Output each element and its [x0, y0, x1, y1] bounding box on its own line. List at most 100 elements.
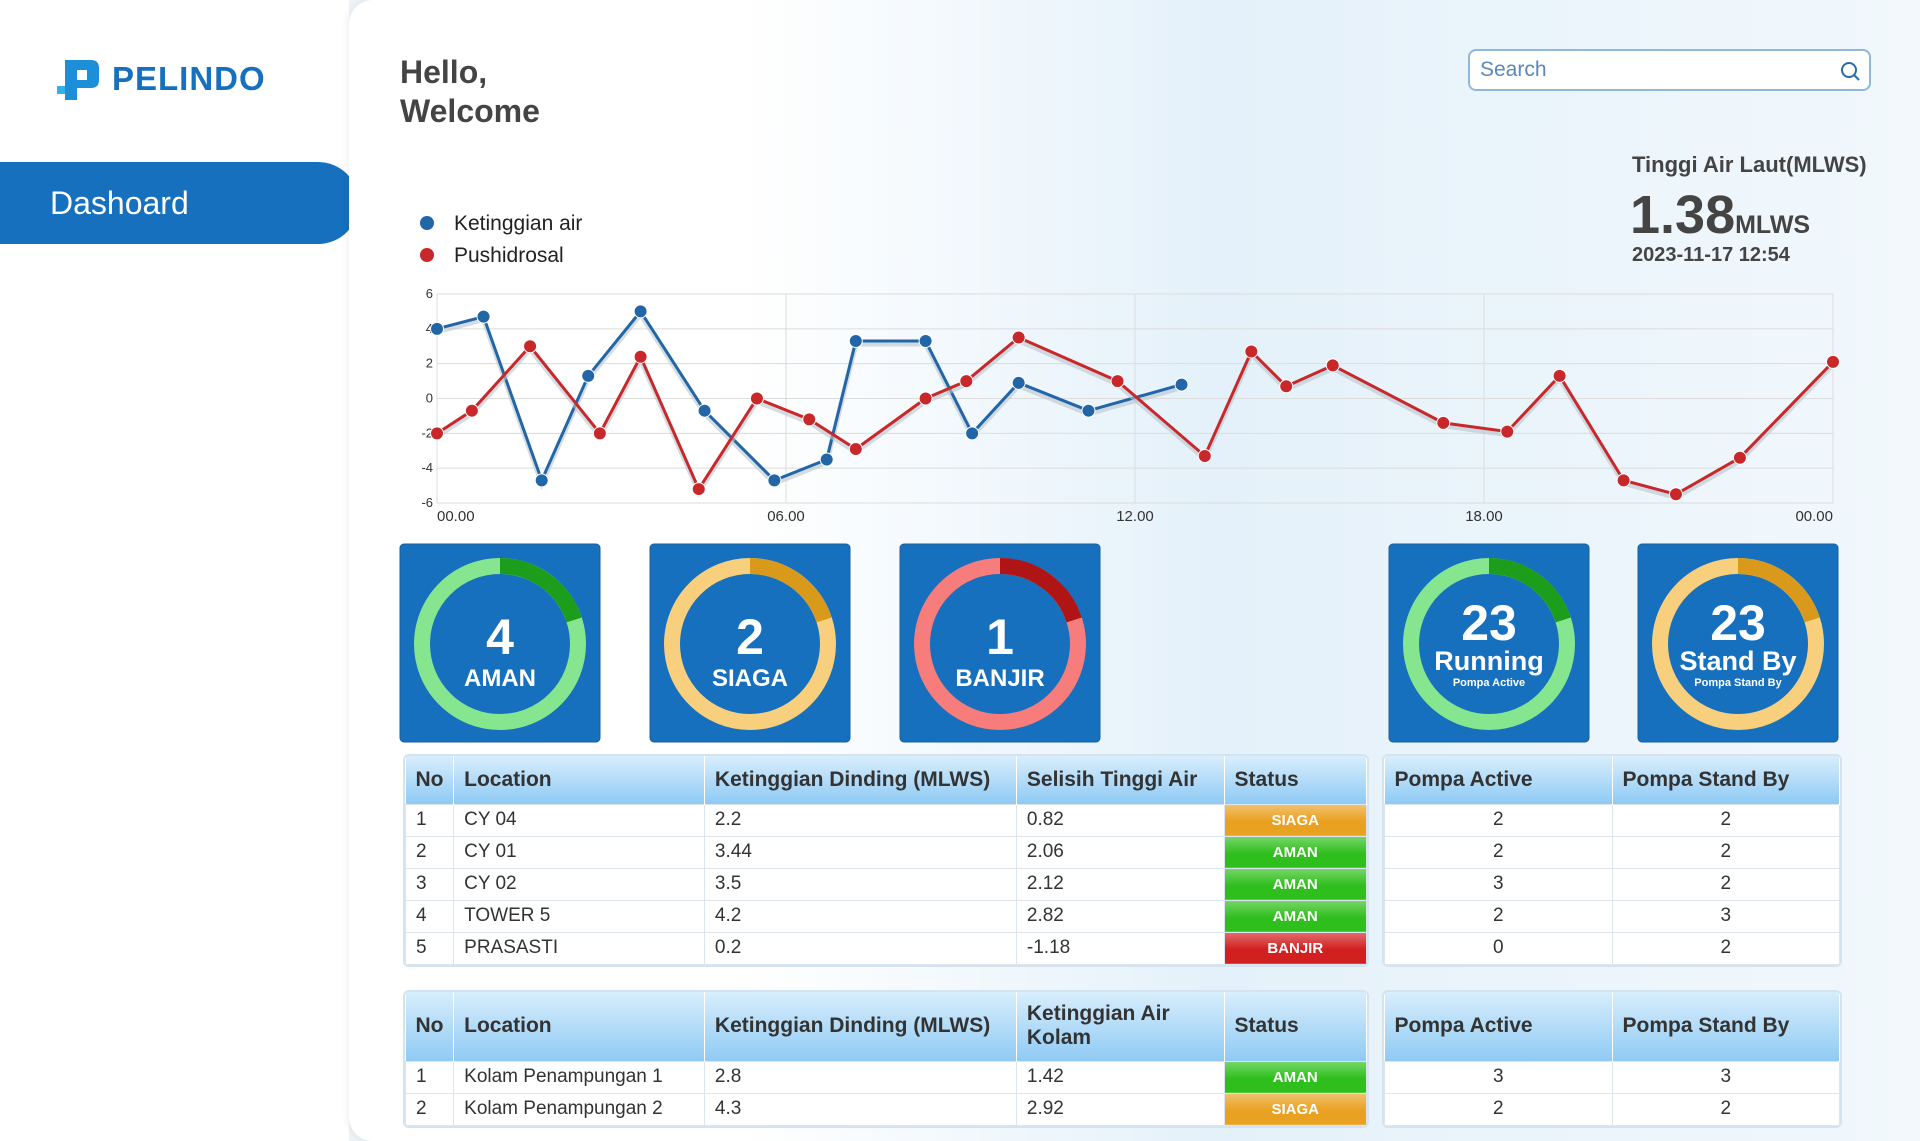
y-tick-label: -4 — [421, 460, 433, 475]
data-point — [1325, 358, 1340, 373]
data-point — [464, 403, 479, 418]
header-row: Pompa Active Pompa Stand By — [1384, 992, 1840, 1061]
y-tick-label: 0 — [426, 391, 433, 406]
data-point — [918, 334, 933, 349]
data-point — [1668, 487, 1683, 502]
data-point — [1081, 403, 1096, 418]
x-tick-label: 18.00 — [1465, 508, 1503, 525]
table: No Location Ketinggian Dinding (MLWS) Selis… — [405, 756, 1367, 965]
greeting: Hello, — [400, 54, 488, 90]
x-tick-label: 00.00 — [1795, 508, 1833, 525]
table-cell: 2 — [1611, 1092, 1840, 1126]
table-cell: 2 — [405, 1092, 455, 1126]
table-row: 4 TOWER 5 4.2 2.82 AMAN — [405, 899, 1367, 933]
tide-value: 1.38 — [1630, 185, 1736, 245]
data-point — [1011, 330, 1026, 345]
series-line — [436, 335, 1835, 496]
data-point — [749, 391, 764, 406]
sidebar: PELINDO Dashoard — [0, 0, 359, 1141]
x-tick-label: 12.00 — [1116, 508, 1154, 525]
table-cell: 5 — [405, 931, 455, 965]
data-point — [1279, 379, 1294, 394]
column-header: Location — [453, 992, 705, 1061]
table-cell: 2 — [1611, 803, 1840, 837]
table-cell: 3.44 — [703, 835, 1017, 869]
legend-marker — [420, 248, 434, 262]
legend-label: Ketinggian air — [454, 212, 582, 235]
gauge-accent — [414, 558, 586, 730]
table-cell: 2 — [1384, 899, 1613, 933]
table-cell: 2 — [1384, 835, 1613, 869]
table-cell: Kolam Penampungan 1 — [453, 1060, 705, 1094]
search-placeholder: Search — [1480, 58, 1547, 81]
data-point — [918, 391, 933, 406]
gauge-sublabel: Pompa Stand By — [1694, 677, 1782, 689]
table-cell: -1.18 — [1015, 931, 1225, 965]
y-tick-label: -2 — [421, 425, 433, 440]
table-cell: 4.2 — [703, 899, 1017, 933]
data-point — [1826, 354, 1840, 369]
table: Pompa Active Pompa Stand By 2 2 2 2 3 2 2 3 0 2 — [1384, 756, 1840, 965]
column-header: Pompa Active — [1384, 756, 1613, 804]
gauge-value: 2 — [736, 609, 764, 665]
table-row: 2 CY 01 3.44 2.06 AMAN — [405, 835, 1367, 869]
data-point — [1552, 368, 1567, 383]
column-header: Pompa Active — [1384, 992, 1613, 1061]
status-badge: AMAN — [1223, 1060, 1367, 1094]
pond-table: No Location Ketinggian Dinding (MLWS) Ketin… — [403, 990, 1369, 1128]
data-point — [802, 412, 817, 427]
table-cell: 3 — [1384, 867, 1613, 901]
table-cell: 4 — [405, 899, 455, 933]
status-badge: AMAN — [1223, 835, 1367, 869]
column-header: No — [405, 992, 455, 1061]
table-cell: PRASASTI — [453, 931, 705, 965]
nav-item[interactable]: Dashoard — [0, 162, 359, 244]
data-point — [1500, 424, 1515, 439]
y-tick-label: 2 — [426, 356, 433, 371]
gauge-accent — [664, 558, 836, 730]
data-point — [1436, 415, 1451, 430]
table-cell: CY 02 — [453, 867, 705, 901]
column-header: Ketinggian Dinding (MLWS) — [704, 756, 1017, 804]
pump-table: Pompa Active Pompa Stand By 2 2 2 2 3 2 2 3 0 2 — [1382, 754, 1842, 967]
logo: PELINDO — [57, 60, 265, 100]
data-point — [633, 304, 648, 319]
table-cell: 2.8 — [703, 1060, 1017, 1094]
gauge-label: Running — [1434, 646, 1543, 676]
table-cell: 3 — [1611, 899, 1840, 933]
search-box[interactable]: Search — [1468, 49, 1871, 91]
table-cell: 2 — [1611, 931, 1840, 965]
gauge-value: 1 — [986, 609, 1014, 665]
status-badge: BANJIR — [1223, 931, 1367, 965]
legend-marker — [420, 216, 434, 230]
table-cell: 1 — [405, 803, 455, 837]
data-point — [523, 339, 538, 354]
status-badge: AMAN — [1223, 867, 1367, 901]
data-point — [1732, 450, 1747, 465]
search-icon[interactable] — [1839, 60, 1861, 82]
logo-pixel — [57, 86, 65, 94]
data-point — [1616, 473, 1631, 488]
header-row: No Location Ketinggian Dinding (MLWS) Selis… — [405, 756, 1367, 804]
table-cell: TOWER 5 — [453, 899, 705, 933]
gauge-sublabel: Pompa Active — [1453, 677, 1525, 689]
data-point — [848, 334, 863, 349]
y-tick-label: 6 — [426, 286, 433, 301]
column-header: Status — [1224, 992, 1367, 1061]
data-point — [819, 452, 834, 467]
welcome: Welcome — [400, 93, 540, 129]
series-line — [436, 308, 1182, 485]
column-header: Status — [1224, 756, 1367, 804]
data-point — [691, 482, 706, 497]
table-cell: 2.92 — [1015, 1092, 1225, 1126]
table-cell: 3 — [405, 867, 455, 901]
gauge-accent — [914, 558, 1086, 730]
table-cell: CY 04 — [453, 803, 705, 837]
data-point — [534, 473, 549, 488]
